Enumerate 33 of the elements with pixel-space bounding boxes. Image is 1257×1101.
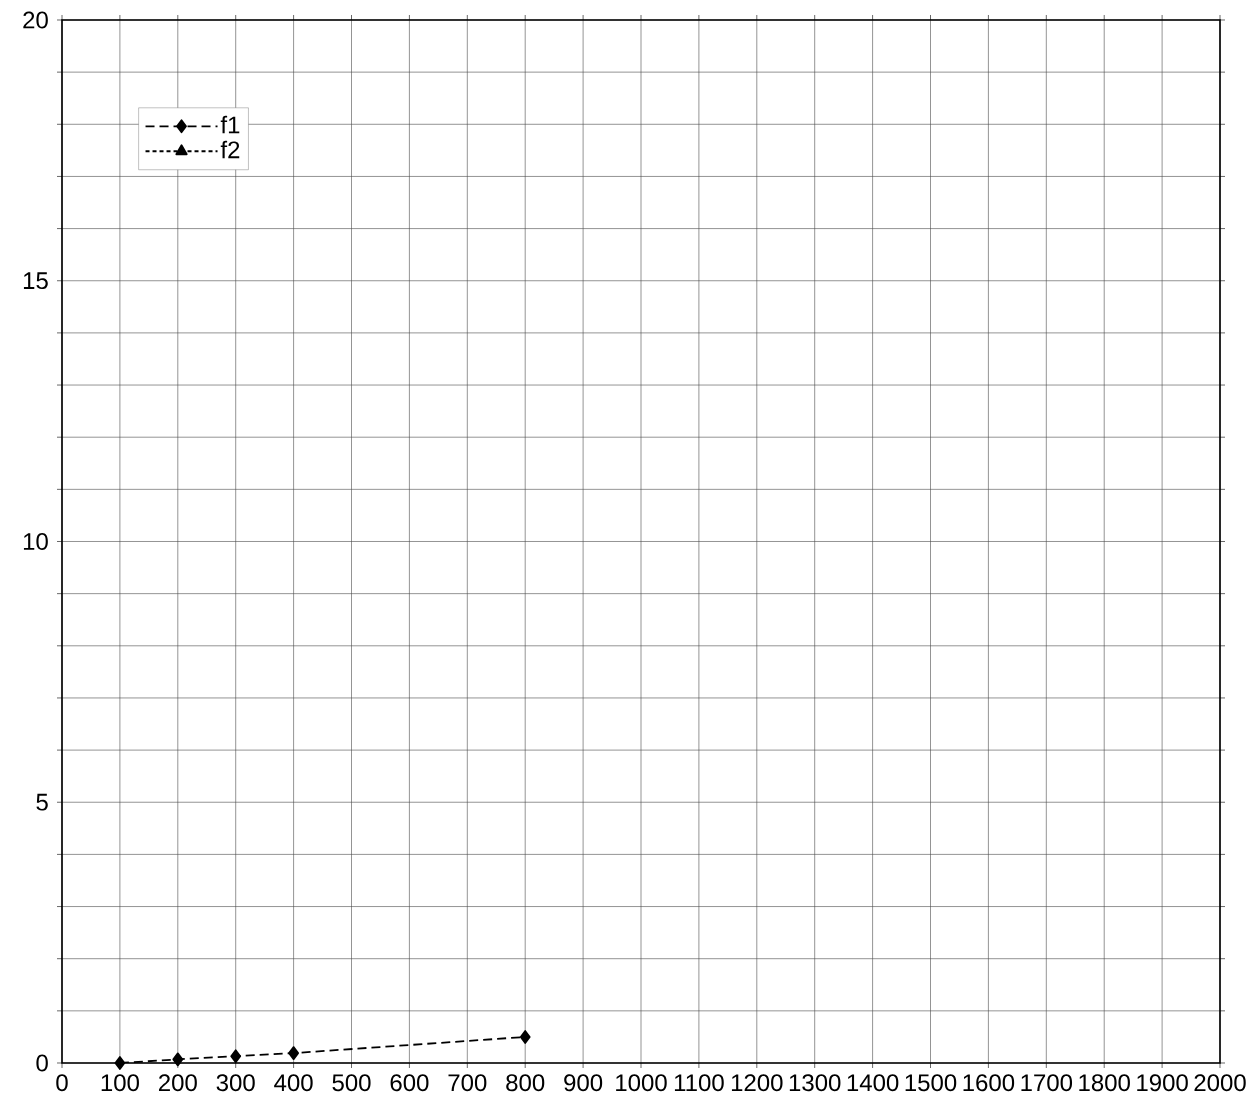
point bbox=[288, 1046, 299, 1060]
x-tick-label: 1900 bbox=[1137, 1074, 1188, 1092]
x-tick-label: 600 bbox=[390, 1074, 429, 1092]
x-tick-label: 1400 bbox=[847, 1074, 899, 1092]
point bbox=[230, 1049, 242, 1064]
point bbox=[519, 1030, 531, 1044]
y-tick-label: 10 bbox=[23, 533, 48, 550]
y-tick-label: 5 bbox=[36, 793, 48, 811]
x-tick-label: 0 bbox=[56, 1074, 68, 1092]
x-tick-label: 700 bbox=[448, 1074, 487, 1092]
x-tick-label: 300 bbox=[216, 1074, 255, 1092]
point bbox=[114, 1056, 126, 1070]
point bbox=[172, 1052, 184, 1067]
x-tick-label: 500 bbox=[332, 1074, 371, 1092]
x-tick-label: 900 bbox=[564, 1074, 603, 1092]
x-tick-label: 2000 bbox=[1194, 1074, 1246, 1092]
x-tick-label: 1500 bbox=[905, 1074, 957, 1092]
x-tick-label: 800 bbox=[506, 1074, 545, 1092]
x-tick-label: 1200 bbox=[731, 1074, 783, 1092]
x-tick-label: 100 bbox=[101, 1074, 139, 1092]
x-tick-label: 1700 bbox=[1021, 1074, 1073, 1092]
x-tick-label: 1000 bbox=[616, 1074, 667, 1092]
y-tick-label: 0 bbox=[36, 1054, 48, 1072]
y-tick-label: 15 bbox=[23, 272, 48, 290]
legend-label: f2 bbox=[220, 140, 240, 159]
x-tick-label: 200 bbox=[158, 1074, 197, 1092]
x-tick-label: 400 bbox=[274, 1074, 313, 1092]
x-tick-label: 1800 bbox=[1079, 1074, 1130, 1092]
x-tick-label: 1100 bbox=[674, 1074, 724, 1092]
x-tick-label: 1300 bbox=[789, 1074, 841, 1092]
y-tick-label: 20 bbox=[23, 11, 48, 29]
legend-label: f1 bbox=[220, 115, 240, 134]
x-tick-label: 1600 bbox=[963, 1074, 1015, 1092]
